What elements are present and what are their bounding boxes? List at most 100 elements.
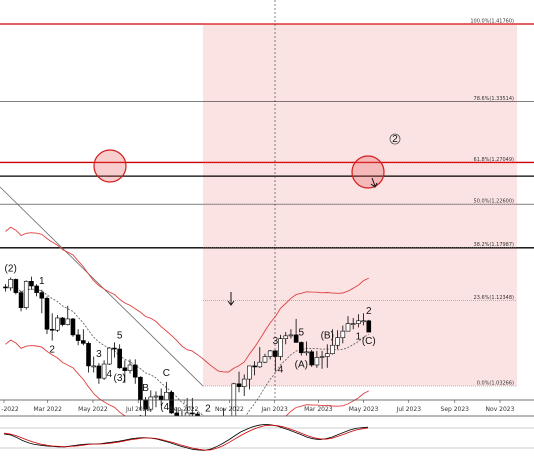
lower-band <box>5 339 370 462</box>
candle-body <box>350 323 356 325</box>
candle-body <box>283 335 289 339</box>
candle-body <box>13 279 19 293</box>
fib-label: 23.6%(1.12348) <box>474 295 515 301</box>
candle-body <box>91 365 97 368</box>
candle-body <box>366 320 372 333</box>
wave-label: (3) <box>114 373 126 384</box>
candle-body <box>241 378 247 387</box>
candle-body <box>101 363 107 379</box>
candle-body <box>262 356 268 363</box>
candle-body <box>29 280 34 287</box>
fibonacci-zone <box>203 24 517 386</box>
candle-body <box>278 338 283 357</box>
x-tick-label: Nov 2022 <box>215 406 244 413</box>
candle-body <box>309 351 314 366</box>
candle-body <box>314 357 320 366</box>
highlight-circle-wave-c <box>351 155 385 189</box>
wave-label: (2) <box>5 264 17 275</box>
candle-body <box>288 334 294 337</box>
trend-line <box>0 186 204 387</box>
candle-body <box>18 292 24 308</box>
fib-label: 50.0%(1.22600) <box>474 199 515 205</box>
candle-body <box>324 353 330 357</box>
fib-label: 38.2%(1.17987) <box>474 242 515 248</box>
wave-label: B <box>142 383 149 394</box>
x-tick-label: Jul 2022 <box>125 406 151 413</box>
candle-body <box>96 365 102 379</box>
candle-body <box>335 337 340 346</box>
candle-body <box>304 351 309 354</box>
wave-label: 5 <box>117 330 123 341</box>
x-tick-label: Sep 2023 <box>441 406 470 413</box>
oscillator-series <box>3 424 369 451</box>
candle-body <box>34 285 39 293</box>
wave-label: 1 <box>356 331 362 342</box>
down-arrow-c <box>370 177 378 188</box>
x-tick-label: May 2022 <box>78 406 108 413</box>
wave-label: 5 <box>299 327 305 338</box>
candle-body <box>55 317 60 331</box>
fib-label: 61.8%(1.27049) <box>474 157 515 163</box>
oscillator-panel <box>0 416 534 462</box>
down-arrow <box>227 292 235 306</box>
candle-body <box>127 364 133 371</box>
highlight-circle-wave-4 <box>93 149 127 183</box>
wave-label: (4) <box>160 402 172 413</box>
candle-body <box>49 328 55 331</box>
x-axis-ticks: -2022 Mar 2022 May 2022 Jul 2022 Sep 2022 Nov… <box>1 400 515 413</box>
x-tick-label: Nov 2023 <box>486 406 515 413</box>
wave-label: 2 <box>205 404 211 415</box>
candle-body <box>44 297 50 330</box>
wave-label: (A) <box>295 360 308 371</box>
candle-body <box>330 344 335 355</box>
fibonacci-levels: 100.0%(1.41760) 78.6%(1.33514) 61.8%(1.270… <box>203 19 517 387</box>
candle-body <box>148 396 154 410</box>
candle-body <box>169 391 174 414</box>
circled-wave-marker-label: 2 <box>392 134 398 145</box>
candle-body <box>8 279 13 289</box>
candle-body <box>267 350 273 357</box>
candle-body <box>117 348 122 369</box>
wave-label: 1 <box>39 276 45 287</box>
fib-label: 0.0%(1.03266) <box>477 381 514 387</box>
candle-body <box>164 391 169 401</box>
wave-label: (C) <box>362 336 376 347</box>
x-tick-label: Mar 2022 <box>33 406 62 413</box>
candle-body <box>39 292 45 299</box>
candle-body <box>153 395 159 398</box>
candle-body <box>23 280 29 308</box>
x-tick-label: May 2023 <box>349 406 379 413</box>
candle-body <box>319 356 325 358</box>
candle-body <box>65 318 71 325</box>
candle-body <box>340 330 346 339</box>
wave-label: (B) <box>321 330 334 341</box>
candle-body <box>190 412 195 415</box>
x-tick-label: -2022 <box>1 406 19 413</box>
candle-body <box>231 383 237 421</box>
candle-body <box>158 395 164 401</box>
candle-body <box>132 364 138 378</box>
circled-wave-marker <box>389 133 401 145</box>
candle-body <box>70 318 76 336</box>
x-tick-label: Jul 2023 <box>396 406 422 413</box>
candle-body <box>60 317 65 325</box>
wave-label: C <box>163 368 170 379</box>
fib-label: 78.6%(1.33514) <box>474 96 515 102</box>
candle-body <box>299 342 304 354</box>
x-tick-label: Jan 2023 <box>260 406 288 413</box>
candle-body <box>257 361 263 368</box>
candle-body <box>106 347 112 365</box>
candle-body <box>361 320 366 323</box>
candle-body <box>247 365 252 380</box>
candle-body <box>112 347 117 350</box>
wave-label: 4 <box>106 369 112 380</box>
wave-label: 2 <box>49 345 55 356</box>
candle-body <box>345 323 351 332</box>
candle-body <box>293 334 299 343</box>
candle-body <box>273 350 278 357</box>
candle-body <box>3 286 8 289</box>
fib-label: 100.0%(1.41760) <box>470 19 514 25</box>
x-tick-label: Sep 2022 <box>170 406 199 413</box>
